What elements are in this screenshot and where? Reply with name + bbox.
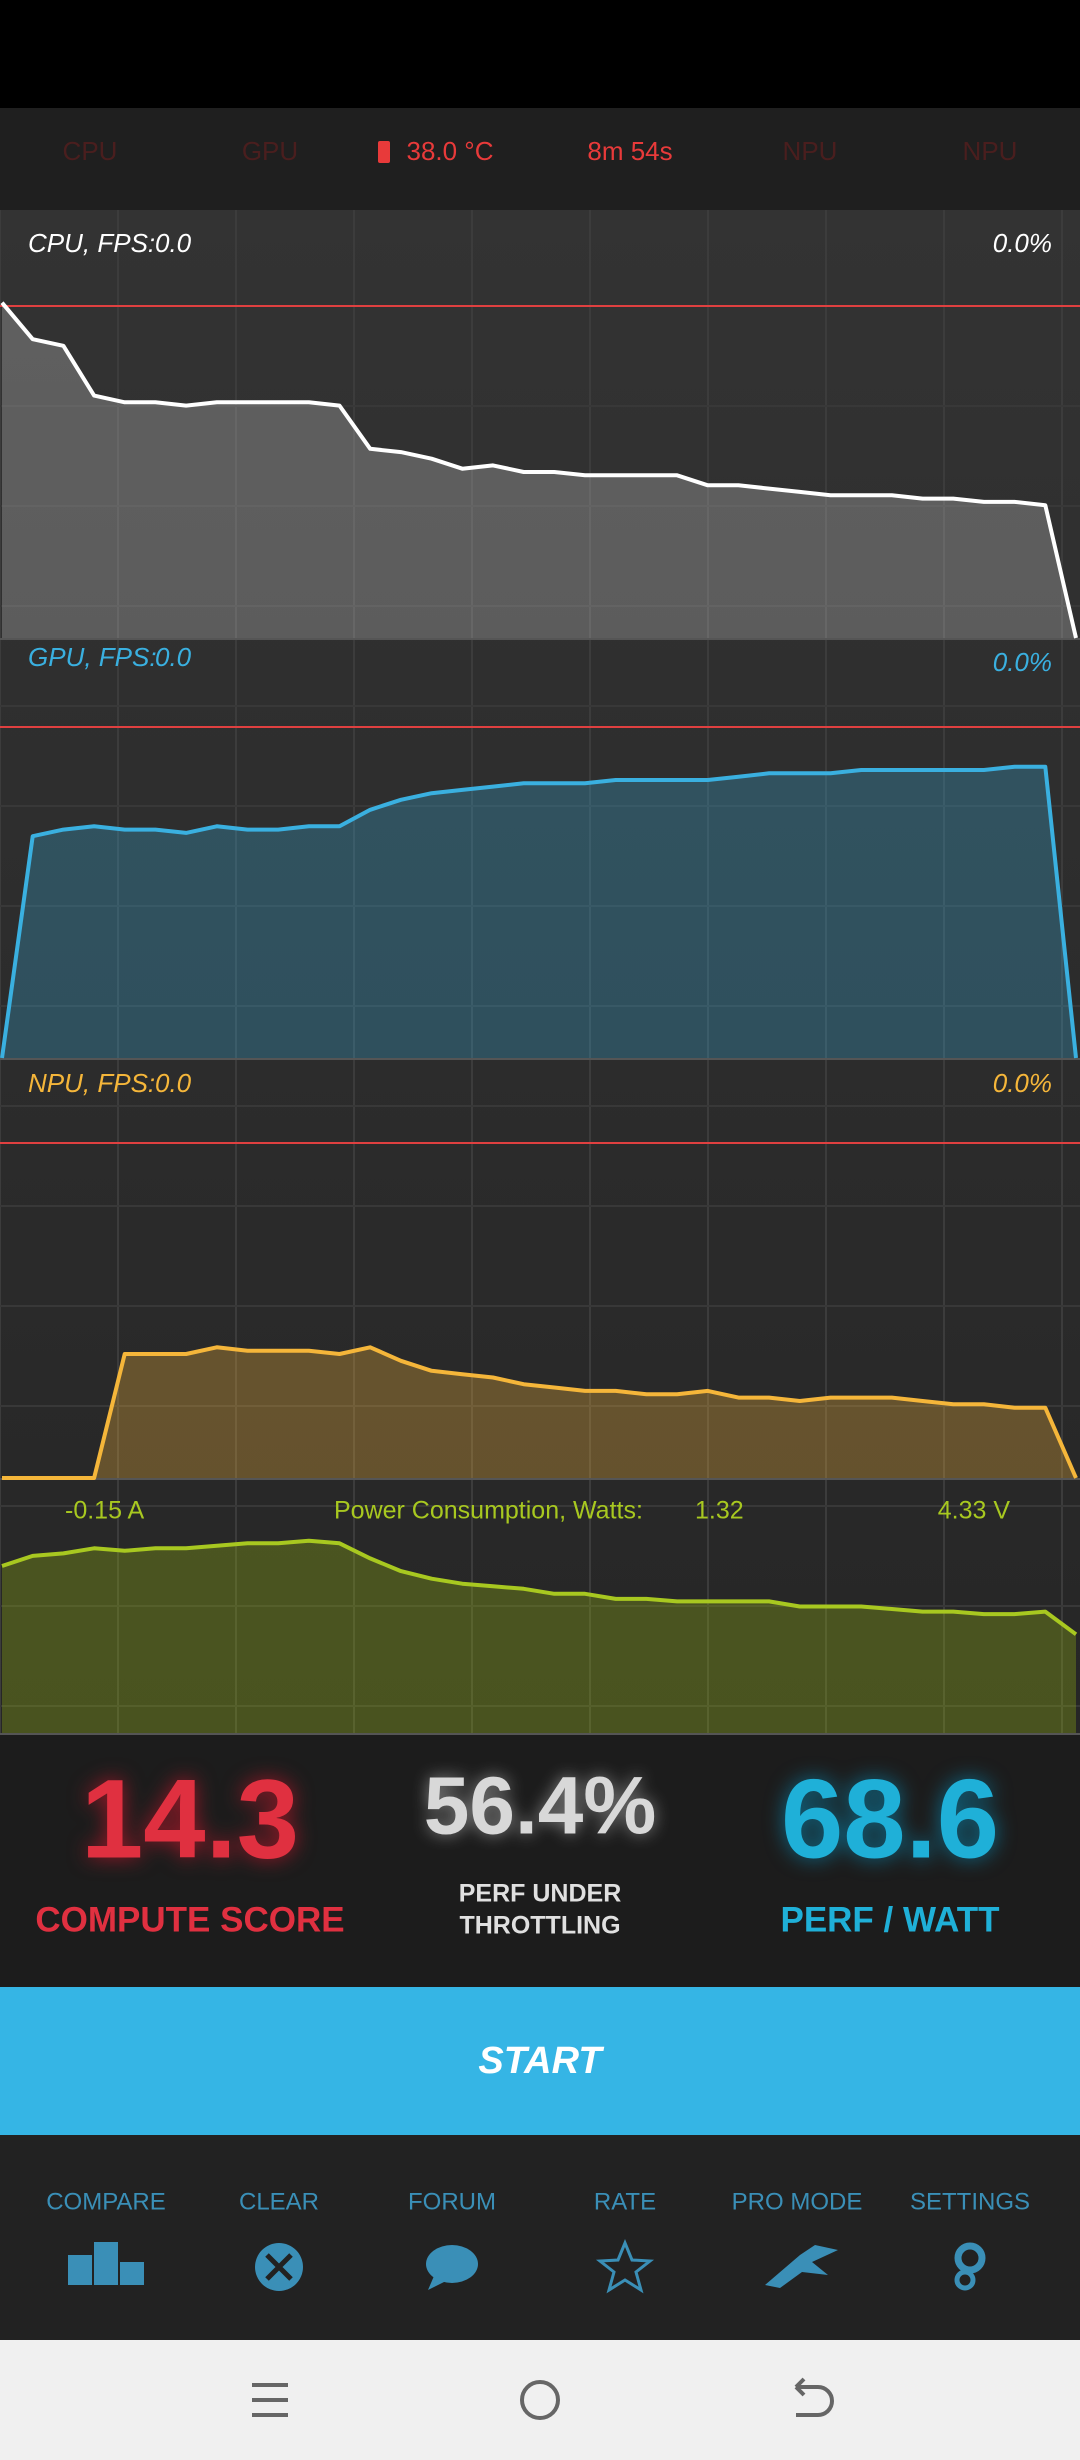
back-button[interactable] [794, 2377, 834, 2417]
graph-percent: 0.0% [993, 647, 1052, 677]
score-panel [0, 1735, 1080, 1987]
status-item: 8m 54s [587, 136, 672, 166]
graph-area-fill [2, 766, 1076, 1058]
graph-fps: 0.0 [155, 1068, 192, 1098]
graph-area-fill [2, 1347, 1076, 1478]
pro-mode-icon[interactable] [765, 2245, 838, 2288]
graph-fps: 0.0 [155, 642, 192, 672]
power-voltage: 4.33 V [938, 1497, 1011, 1525]
system-nav [0, 2340, 1080, 2460]
settings-icon [954, 2269, 976, 2291]
podium-icon[interactable] [94, 2242, 118, 2285]
status-item: NPU [783, 136, 838, 166]
throttling-label: PERF UNDER [459, 1880, 622, 1908]
power-watts: 1.32 [695, 1497, 744, 1525]
graph-label: CPU, FPS: [28, 228, 155, 258]
forum-tail [428, 2276, 446, 2290]
podium-icon[interactable] [68, 2255, 92, 2285]
nav-label[interactable]: COMPARE [46, 2188, 166, 2215]
status-item: NPU [963, 136, 1018, 166]
nav-bar [0, 2135, 1080, 2340]
status-item: CPU [63, 136, 118, 166]
nav-icons [68, 2239, 986, 2294]
graph-label: NPU, FPS: [28, 1068, 155, 1098]
throttling-label: THROTTLING [459, 1912, 620, 1940]
start-button[interactable] [0, 1987, 1080, 2135]
power-current: -0.15 A [65, 1497, 145, 1525]
nav-label[interactable]: SETTINGS [910, 2188, 1030, 2215]
graph-percent: 0.0% [993, 228, 1052, 258]
battery-icon [378, 141, 390, 163]
rate-icon[interactable] [595, 2239, 655, 2294]
home-button[interactable] [520, 2380, 560, 2420]
graph-fps: 0.0 [155, 228, 192, 258]
graph-area [0, 210, 1080, 1735]
compute-score-label: COMPUTE SCORE [35, 1900, 344, 1939]
perf-watt-label: PERF / WATT [780, 1900, 999, 1939]
graph-line [1, 1538, 1078, 1636]
graph-area-fill [2, 1540, 1076, 1733]
graph-label: GPU, FPS: [28, 642, 157, 672]
nav-label[interactable]: PRO MODE [732, 2188, 863, 2215]
settings-icon[interactable] [954, 2242, 986, 2274]
graph-area-fill [2, 302, 1076, 638]
throttling-score: 56.4% [424, 1761, 657, 1852]
nav-label[interactable]: FORUM [408, 2188, 496, 2215]
status-item: GPU [242, 136, 298, 166]
top-bar [0, 0, 1080, 108]
graph-line [0, 301, 1078, 639]
start-label[interactable]: START [478, 2040, 604, 2082]
status-row [0, 108, 1080, 210]
forum-icon[interactable] [426, 2245, 478, 2283]
clear-cross [265, 2253, 293, 2281]
status-item: 38.0 °C [406, 136, 493, 166]
power-label: Power Consumption, Watts: [334, 1497, 643, 1525]
menu-button[interactable] [252, 2383, 288, 2417]
graph-percent: 0.0% [993, 1068, 1052, 1098]
podium-icon[interactable] [120, 2262, 144, 2285]
graph-line [0, 764, 1078, 1059]
graph-line [2, 1345, 1078, 1480]
compute-score: 14.3 [81, 1757, 299, 1882]
graphs [0, 301, 1080, 1735]
nav-label[interactable]: RATE [594, 2188, 656, 2215]
nav-label[interactable]: CLEAR [239, 2188, 319, 2215]
perf-watt-score: 68.6 [781, 1757, 999, 1882]
